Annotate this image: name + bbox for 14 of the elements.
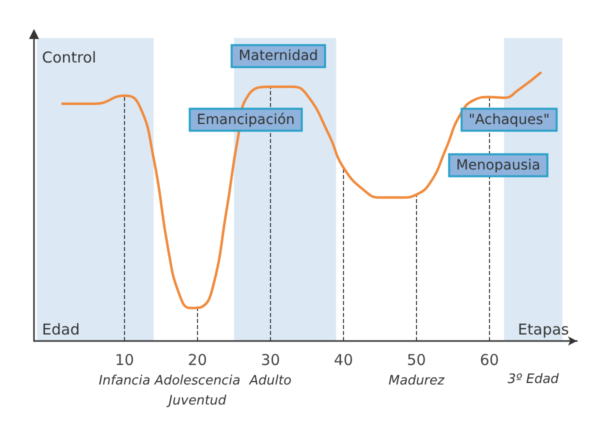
text: Maternidad (238, 48, 318, 64)
y-axis-title: Control (42, 48, 96, 66)
annotation: "Achaques" (468, 112, 550, 128)
annotation: Menopausia (456, 157, 540, 174)
x-axis-title: Etapas (518, 320, 570, 338)
annotation: Edad (42, 320, 80, 338)
x-tick-label: 30 Adulto (248, 351, 292, 388)
x-tick-label: 20 Adolescencia Juventud (154, 351, 240, 408)
x-tick-label: 10 Infancia (98, 351, 150, 388)
band-label: 3º Edad (508, 372, 560, 387)
x-tick-label: 40 (334, 351, 353, 369)
x-tick-label: 50 Madurez (388, 351, 446, 388)
x-tick-label: 60 (480, 351, 499, 369)
annotation: Emancipación (196, 112, 295, 128)
